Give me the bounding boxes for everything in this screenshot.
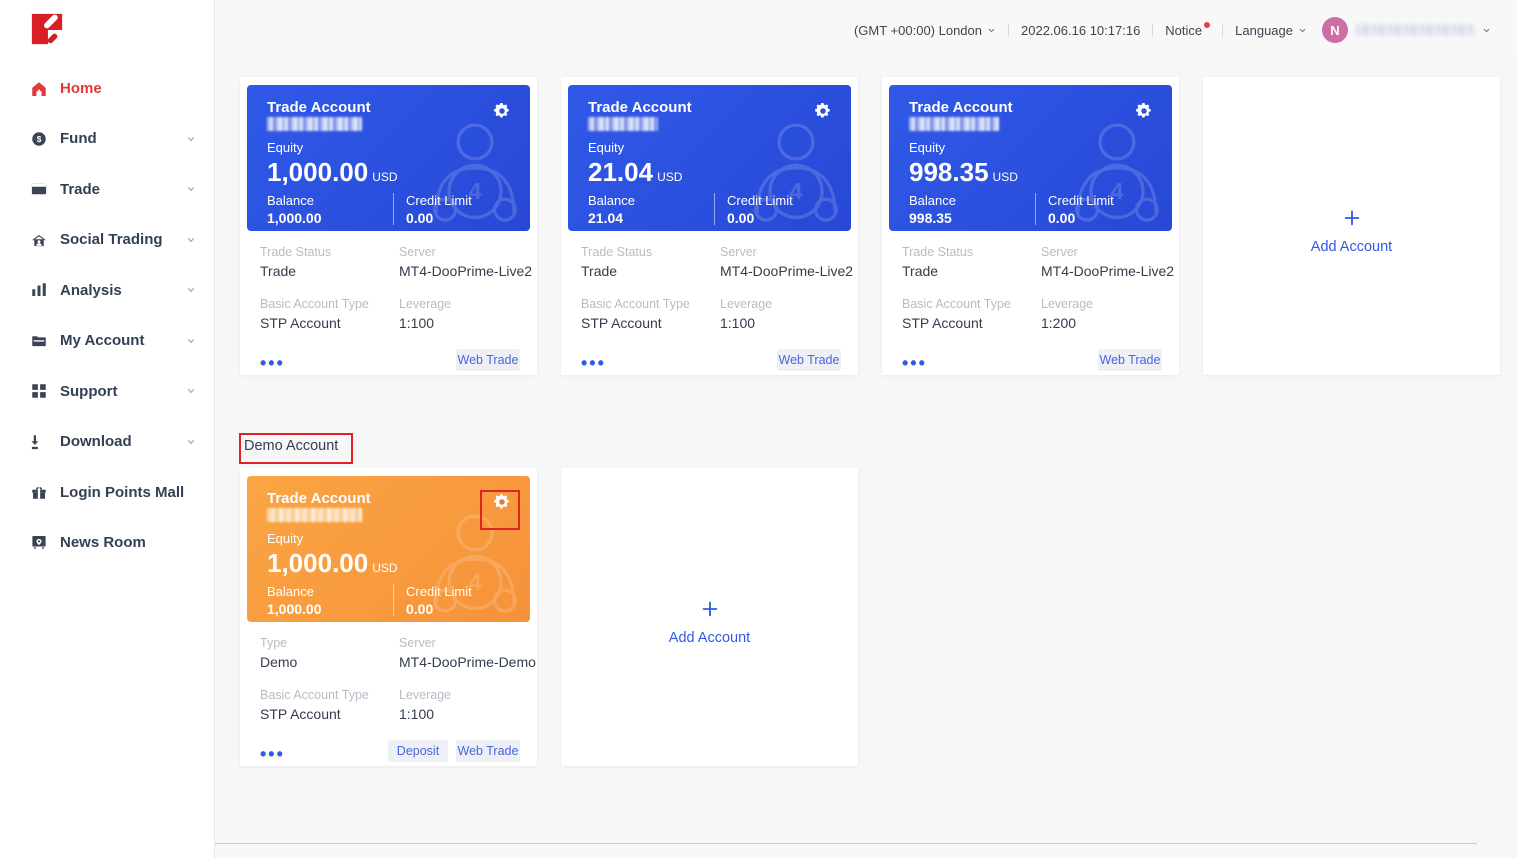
svg-text:$: $ [37,135,42,144]
